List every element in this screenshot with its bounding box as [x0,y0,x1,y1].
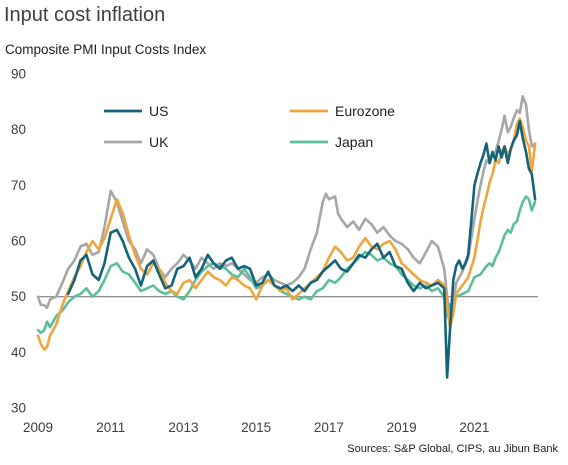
chart-subtitle: Composite PMI Input Costs Index [5,42,207,57]
series-line-japan [36,195,537,335]
series-line-eurozone [36,117,537,351]
series-line-uk [36,95,537,315]
x-tick-label-2021: 2021 [459,420,489,435]
legend-item-eurozone: Eurozone [290,103,395,119]
legend: US Eurozone UK Japan [104,103,395,150]
series-line-us [66,120,537,379]
legend-label-japan: Japan [335,134,373,150]
x-tick-label-2019: 2019 [387,420,417,435]
y-tick-label-60: 60 [11,234,26,249]
x-tick-label-2011: 2011 [96,420,125,435]
x-tick-label-2013: 2013 [168,420,198,435]
series-layer [36,95,537,379]
legend-label-us: US [149,103,168,119]
x-tick-label-2017: 2017 [314,420,344,435]
y-tick-label-80: 80 [11,122,26,137]
legend-item-japan: Japan [290,134,373,150]
y-axis: 30 40 50 60 70 80 90 [11,67,26,416]
legend-item-us: US [104,103,168,119]
legend-item-uk: UK [104,134,169,150]
x-tick-label-2015: 2015 [241,420,271,435]
chart-title: Input cost inflation [4,4,166,26]
y-tick-label-50: 50 [11,289,26,304]
y-tick-label-70: 70 [11,178,26,193]
x-axis: 2009 2011 2013 2015 2017 2019 2021 [23,420,489,435]
x-tick-label-2009: 2009 [23,420,53,435]
source-note: Sources: S&P Global, CIPS, au Jibun Bank [347,443,558,455]
legend-label-uk: UK [149,134,169,150]
y-tick-label-90: 90 [11,67,26,82]
y-tick-label-30: 30 [11,401,26,416]
legend-label-eurozone: Eurozone [335,103,395,119]
y-tick-label-40: 40 [11,345,26,360]
